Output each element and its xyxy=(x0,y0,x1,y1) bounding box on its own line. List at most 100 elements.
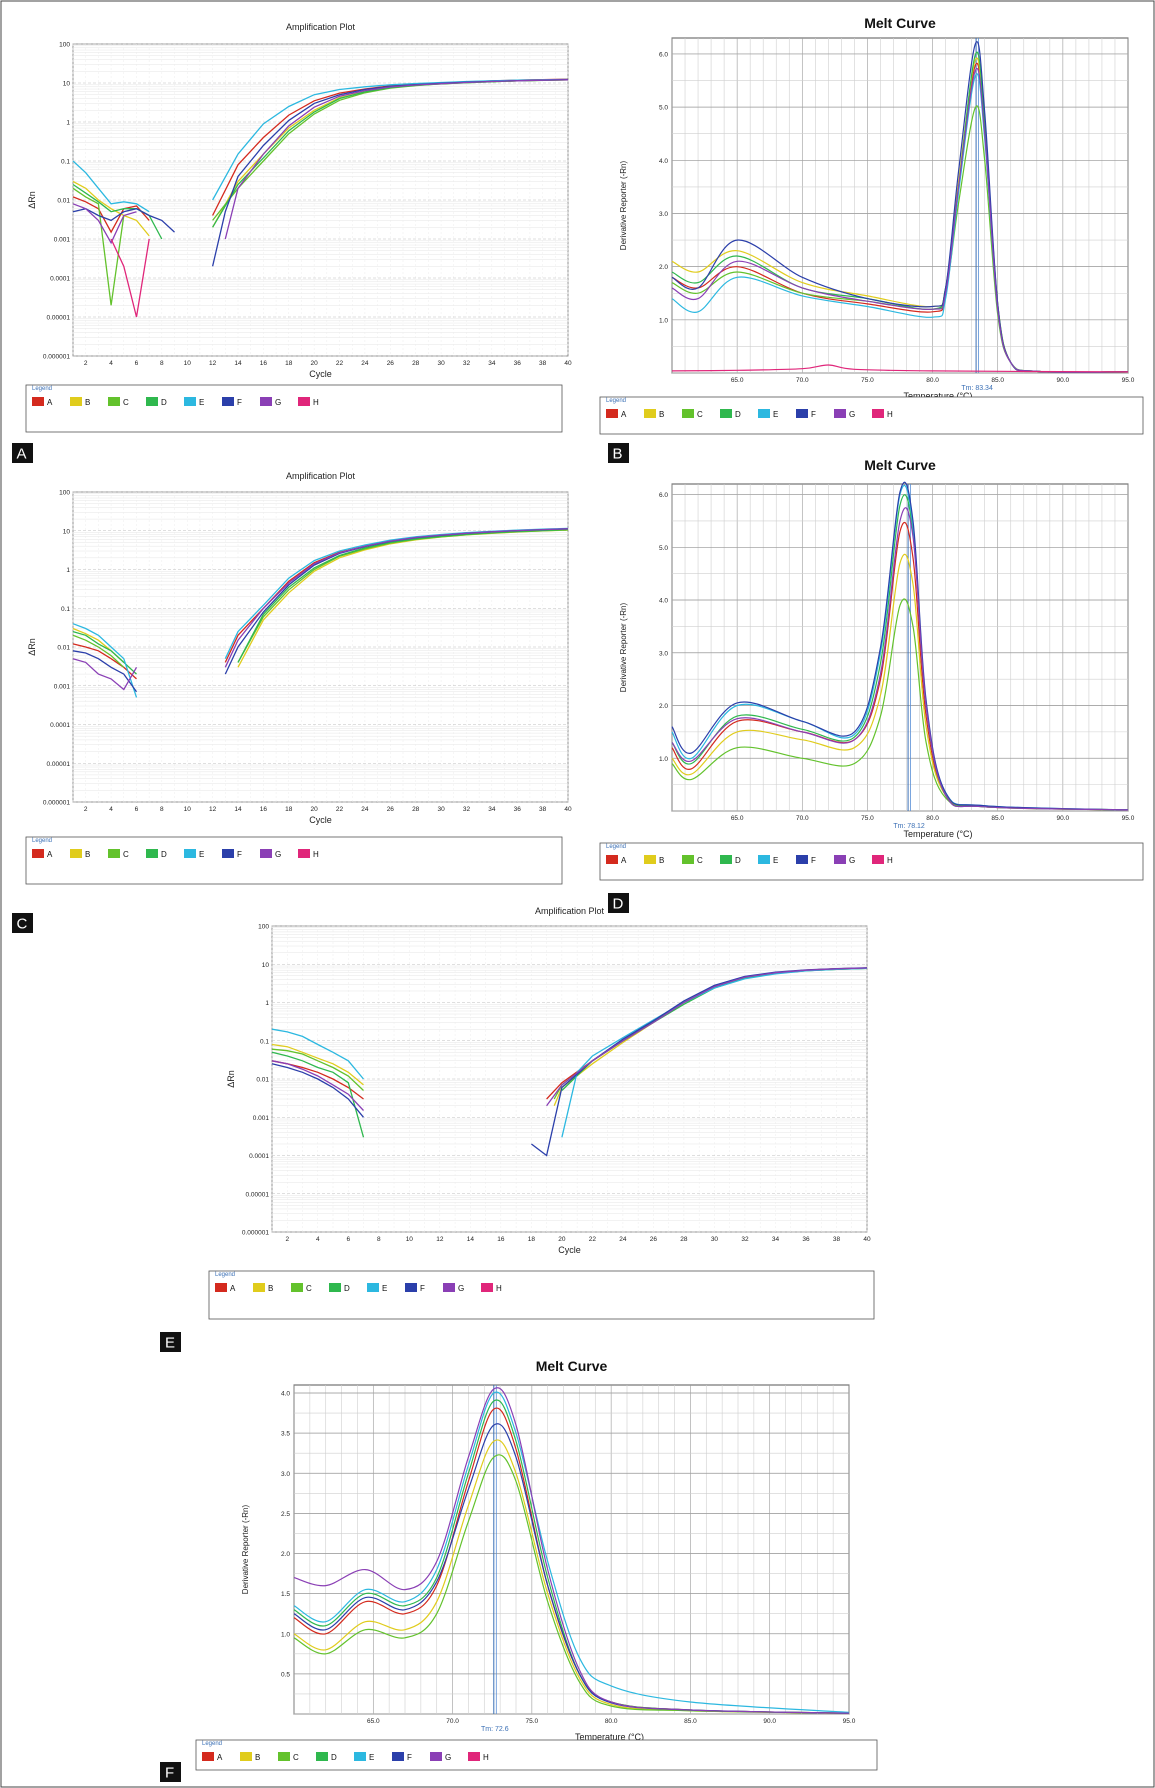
x-tick-label: 75.0 xyxy=(526,1718,539,1725)
y-tick-label: 3.0 xyxy=(659,650,668,657)
x-tick-label: 12 xyxy=(436,1236,444,1243)
x-tick-label: 20 xyxy=(311,360,319,367)
legend-title: Legend xyxy=(606,844,626,850)
legend-swatch-c xyxy=(291,1283,303,1292)
panel-letter-b: B xyxy=(608,443,629,463)
y-tick-label: 0.01 xyxy=(57,645,70,652)
x-tick-label: 30 xyxy=(437,360,445,367)
legend-swatch-b xyxy=(70,397,82,406)
y-tick-label: 100 xyxy=(258,924,269,931)
x-tick-label: 70.0 xyxy=(446,1718,459,1725)
x-tick-label: 22 xyxy=(336,806,344,813)
legend-swatch-f xyxy=(222,397,234,406)
y-tick-label: 4.0 xyxy=(281,1391,290,1398)
x-tick-label: 8 xyxy=(160,806,164,813)
x-tick-label: 95.0 xyxy=(843,1718,856,1725)
legend-label-f: F xyxy=(237,398,242,407)
series-line-g xyxy=(671,507,1129,811)
legend-box xyxy=(208,1270,875,1320)
legend-swatch-a xyxy=(606,409,618,418)
legend-swatch-g xyxy=(834,409,846,418)
legend-swatch-a xyxy=(606,855,618,864)
y-axis-label: ΔRn xyxy=(27,191,37,209)
x-tick-label: 75.0 xyxy=(861,377,874,384)
legend-swatch-c xyxy=(278,1752,290,1761)
legend-swatch-h xyxy=(872,855,884,864)
legend-box xyxy=(25,384,563,433)
x-tick-label: 36 xyxy=(514,360,522,367)
series-line-d xyxy=(237,528,569,663)
chart-title: Amplification Plot xyxy=(535,906,605,916)
series-line-a xyxy=(72,196,150,234)
plot-area xyxy=(293,1384,850,1715)
x-tick-label: 80.0 xyxy=(926,377,939,384)
x-tick-label: 18 xyxy=(285,806,293,813)
x-tick-label: 18 xyxy=(285,360,293,367)
x-axis-label: Temperature (°C) xyxy=(575,1732,644,1742)
legend-swatch-a xyxy=(32,397,44,406)
legend-label-g: G xyxy=(275,850,281,859)
x-tick-label: 95.0 xyxy=(1122,377,1135,384)
x-tick-label: 85.0 xyxy=(991,815,1004,822)
legend-label-h: H xyxy=(887,856,893,865)
x-tick-label: 16 xyxy=(260,806,268,813)
x-tick-label: 4 xyxy=(109,360,113,367)
y-tick-label: 3.5 xyxy=(281,1431,290,1438)
chart-title: Amplification Plot xyxy=(286,22,356,32)
legend-swatch-g xyxy=(443,1283,455,1292)
legend-label-g: G xyxy=(849,856,855,865)
x-tick-label: 95.0 xyxy=(1122,815,1135,822)
legend-swatch-a xyxy=(202,1752,214,1761)
x-tick-label: 26 xyxy=(650,1236,658,1243)
legend-title: Legend xyxy=(215,1272,235,1278)
series-line-g xyxy=(293,1387,850,1714)
legend-label-b: B xyxy=(85,398,90,407)
x-tick-label: 6 xyxy=(135,806,139,813)
legend-swatch-b xyxy=(253,1283,265,1292)
legend-label-e: E xyxy=(773,856,778,865)
x-tick-label: 85.0 xyxy=(991,377,1004,384)
legend-label-e: E xyxy=(382,1284,387,1293)
legend-label-d: D xyxy=(161,398,167,407)
legend-label-c: C xyxy=(123,850,129,859)
x-tick-label: 70.0 xyxy=(796,377,809,384)
chart-title: Melt Curve xyxy=(864,457,936,473)
x-tick-label: 38 xyxy=(833,1236,841,1243)
x-tick-label: 12 xyxy=(209,360,217,367)
legend-label-d: D xyxy=(331,1753,337,1762)
svg-text:F: F xyxy=(165,1765,174,1782)
panel-a-amplification-plot: Amplification Plot 100 10 1 0.1 0.01 0.001 0.00… xyxy=(25,22,572,433)
legend-label-h: H xyxy=(483,1753,489,1762)
legend-swatch-d xyxy=(720,409,732,418)
x-tick-label: 40 xyxy=(564,360,572,367)
series-line-g xyxy=(671,67,1129,373)
series-line-e xyxy=(72,623,138,698)
x-tick-label: 22 xyxy=(336,360,344,367)
y-tick-label: 6.0 xyxy=(659,51,668,58)
legend-swatch-b xyxy=(644,855,656,864)
x-tick-label: 16 xyxy=(260,360,268,367)
y-tick-label: 5.0 xyxy=(659,545,668,552)
legend-label-c: C xyxy=(697,856,703,865)
x-tick-label: 4 xyxy=(109,806,113,813)
legend-swatch-b xyxy=(240,1752,252,1761)
x-tick-label: 20 xyxy=(311,806,319,813)
chart-title: Amplification Plot xyxy=(286,471,356,481)
y-tick-label: 0.1 xyxy=(61,159,70,166)
series-line-d xyxy=(271,1051,365,1138)
legend-swatch-d xyxy=(316,1752,328,1761)
x-tick-label: 80.0 xyxy=(926,815,939,822)
legend-swatch-h xyxy=(298,849,310,858)
legend-label-b: B xyxy=(268,1284,273,1293)
series-line-h xyxy=(671,364,1129,373)
y-tick-label: 2.0 xyxy=(281,1551,290,1558)
series-line-b xyxy=(271,1043,364,1086)
legend-label-d: D xyxy=(344,1284,350,1293)
legend-label-h: H xyxy=(313,398,319,407)
legend-title: Legend xyxy=(606,398,626,404)
legend-label-g: G xyxy=(458,1284,464,1293)
series-line-c xyxy=(293,1454,850,1714)
legend-label-h: H xyxy=(313,850,319,859)
series-line-a xyxy=(72,643,137,680)
x-tick-label: 26 xyxy=(387,806,395,813)
